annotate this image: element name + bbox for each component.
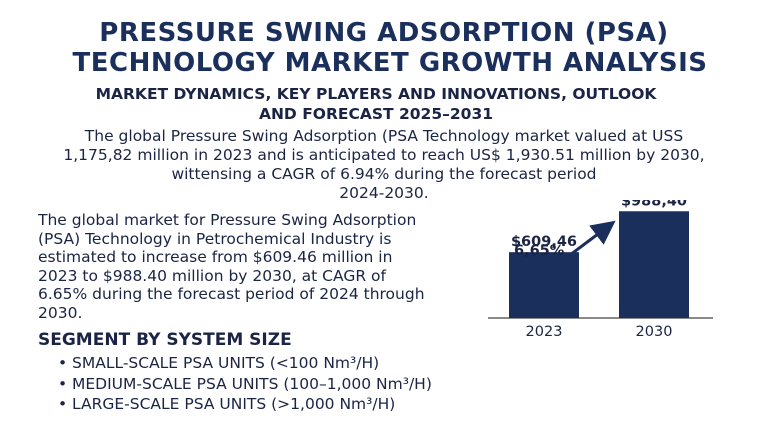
title-line-1: PRESSURE SWING ADSORPTION (PSA): [99, 18, 669, 48]
segment-item: • SMALL-SCALE PSA UNITS (<100 Nm³/H): [58, 353, 432, 374]
petro-line: 2023 to $988.40 million by 2030, at CAGR…: [38, 266, 386, 285]
petro-line: The global market for Pressure Swing Ads…: [38, 211, 417, 229]
intro-line: wittensing a CAGR of 6.94% during the fo…: [171, 165, 597, 183]
x-tick-label: 2030: [636, 324, 673, 340]
subtitle-line-1: MARKET DYNAMICS, KEY PLAYERS AND INNOVAT…: [95, 85, 657, 103]
bullet-icon: •: [58, 395, 68, 413]
segment-item-label: LARGE-SCALE PSA UNITS (>1,000 Nm³/H): [72, 395, 396, 413]
petro-line: 2030.: [38, 303, 83, 322]
bar-2030: [619, 211, 689, 318]
intro-paragraph: The global Pressure Swing Adsorption (PS…: [0, 127, 768, 203]
segment-item: • MEDIUM-SCALE PSA UNITS (100–1,000 Nm³/H…: [58, 374, 432, 395]
segment-item: • LARGE-SCALE PSA UNITS (>1,000 Nm³/H): [58, 394, 432, 415]
growth-arrow-icon: [569, 220, 616, 257]
intro-line: 1,175,82 million in 2023 and is anticipa…: [63, 146, 705, 164]
bar-chart: $609,46 2023 $988,40 2030 6,65%: [488, 200, 713, 340]
petro-line: (PSA) Technology in Petrochemical Indust…: [38, 229, 392, 248]
cagr-annotation: 6,65%: [514, 243, 565, 259]
petrochemical-paragraph: The global market for Pressure Swing Ads…: [38, 211, 458, 322]
bullet-icon: •: [58, 374, 68, 393]
intro-line: 2024-2030.: [339, 184, 429, 202]
title-line-2: TECHNOLOGY MARKET GROWTH ANALYSIS: [72, 48, 708, 78]
segment-item-label: MEDIUM-SCALE PSA UNITS (100–1,000 Nm³/H): [72, 374, 432, 393]
bar-2023: [509, 252, 579, 318]
data-label: $988,40: [621, 200, 687, 209]
bullet-icon: •: [58, 354, 68, 372]
segment-title: SEGMENT BY SYSTEM SIZE: [38, 330, 292, 350]
segment-list: • SMALL-SCALE PSA UNITS (<100 Nm³/H) • MED…: [58, 353, 432, 415]
data-label: $609,46: [511, 234, 577, 250]
segment-item-label: SMALL-SCALE PSA UNITS (<100 Nm³/H): [72, 354, 380, 372]
x-tick-label: 2023: [526, 324, 563, 340]
petro-line: estimated to increase from $609.46 milli…: [38, 248, 393, 266]
intro-line: The global Pressure Swing Adsorption (PS…: [84, 127, 684, 145]
petro-line: 6.65% during the forecast period of 2024…: [38, 285, 425, 303]
subtitle-line-2: AND FORECAST 2025–2031: [258, 105, 494, 123]
